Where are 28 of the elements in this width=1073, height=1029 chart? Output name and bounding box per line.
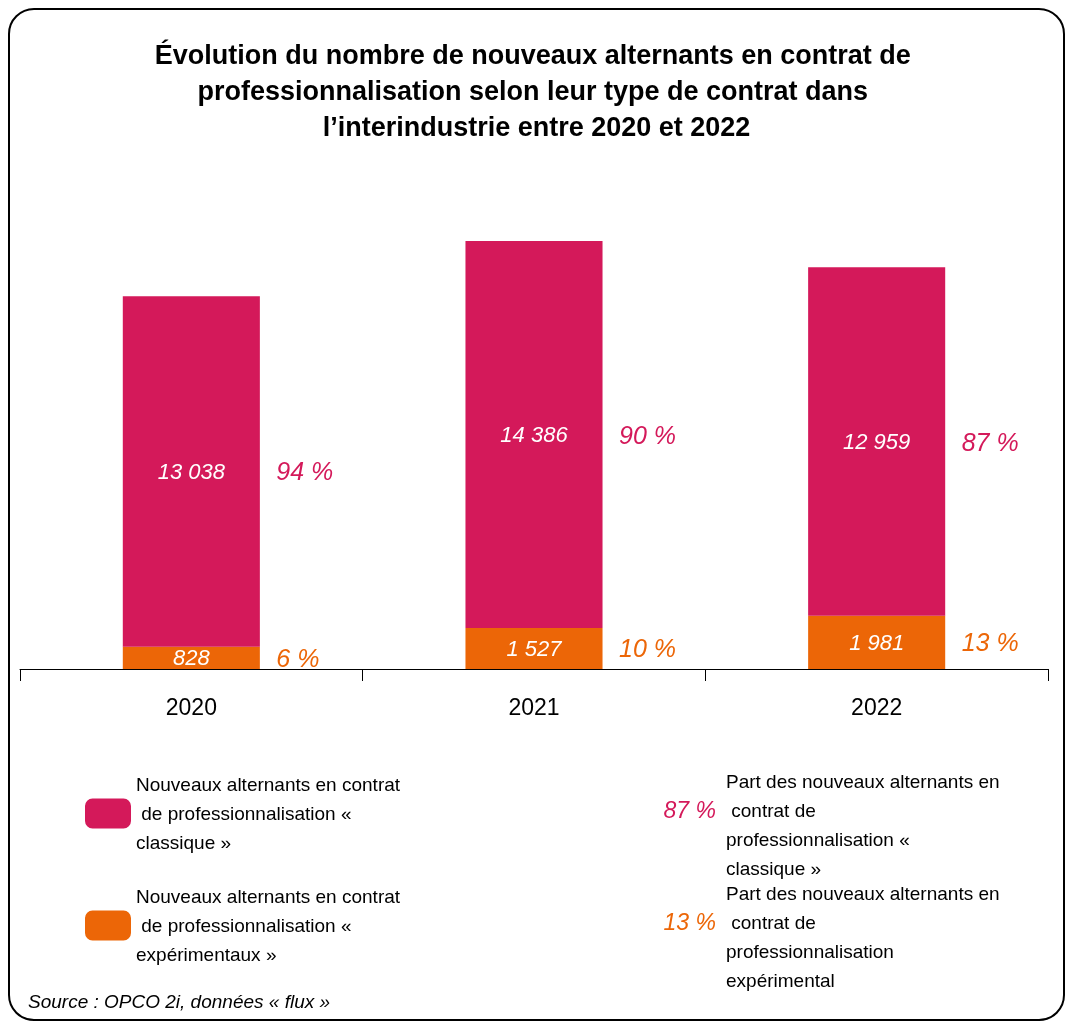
bar bbox=[465, 241, 603, 628]
annotation: 6 % bbox=[276, 643, 320, 672]
text: 13 % bbox=[663, 909, 716, 935]
legend-label: Nouveaux alternants en contrat de professionnalisation « classique » bbox=[136, 774, 401, 853]
x-tick-label: 2020 bbox=[165, 693, 217, 720]
annotation: 87 % bbox=[961, 427, 1019, 456]
text: Part des nouveaux alternants en contrat de professionnalisation « classique » bbox=[726, 771, 1000, 879]
bar bbox=[122, 296, 260, 647]
data-label: 1 981 bbox=[849, 629, 905, 655]
data-label: 828 bbox=[172, 645, 211, 671]
data-label: 14 386 bbox=[500, 422, 569, 448]
text: Part des nouveaux alternants en contrat de professionnalisation expérimental bbox=[726, 883, 1000, 991]
annotation: 90 % bbox=[619, 420, 676, 449]
data-label: 1 527 bbox=[506, 635, 563, 661]
x-tick-label: 2021 bbox=[508, 693, 560, 720]
bar bbox=[808, 615, 946, 669]
legend-label: Nouveaux alternants en contrat de professionnalisation « expérimentaux » bbox=[136, 886, 401, 965]
bar bbox=[808, 267, 946, 616]
text: 87 % bbox=[663, 797, 716, 823]
source-note: Source : OPCO 2i, données « flux » bbox=[28, 991, 331, 1012]
data-label: 13 038 bbox=[157, 458, 226, 484]
annotation: 10 % bbox=[619, 634, 676, 663]
annotation: 94 % bbox=[276, 457, 334, 486]
annotation: 13 % bbox=[961, 628, 1019, 657]
data-label: 12 959 bbox=[843, 429, 911, 455]
x-tick-label: 2022 bbox=[851, 693, 903, 720]
chart-title: Évolution du nombre de nouveaux alternants en contrat de professionnalisation selon leur type de contrat dans l’interindustrie entre 2020 et 2022 bbox=[154, 39, 919, 142]
bar bbox=[465, 627, 603, 669]
